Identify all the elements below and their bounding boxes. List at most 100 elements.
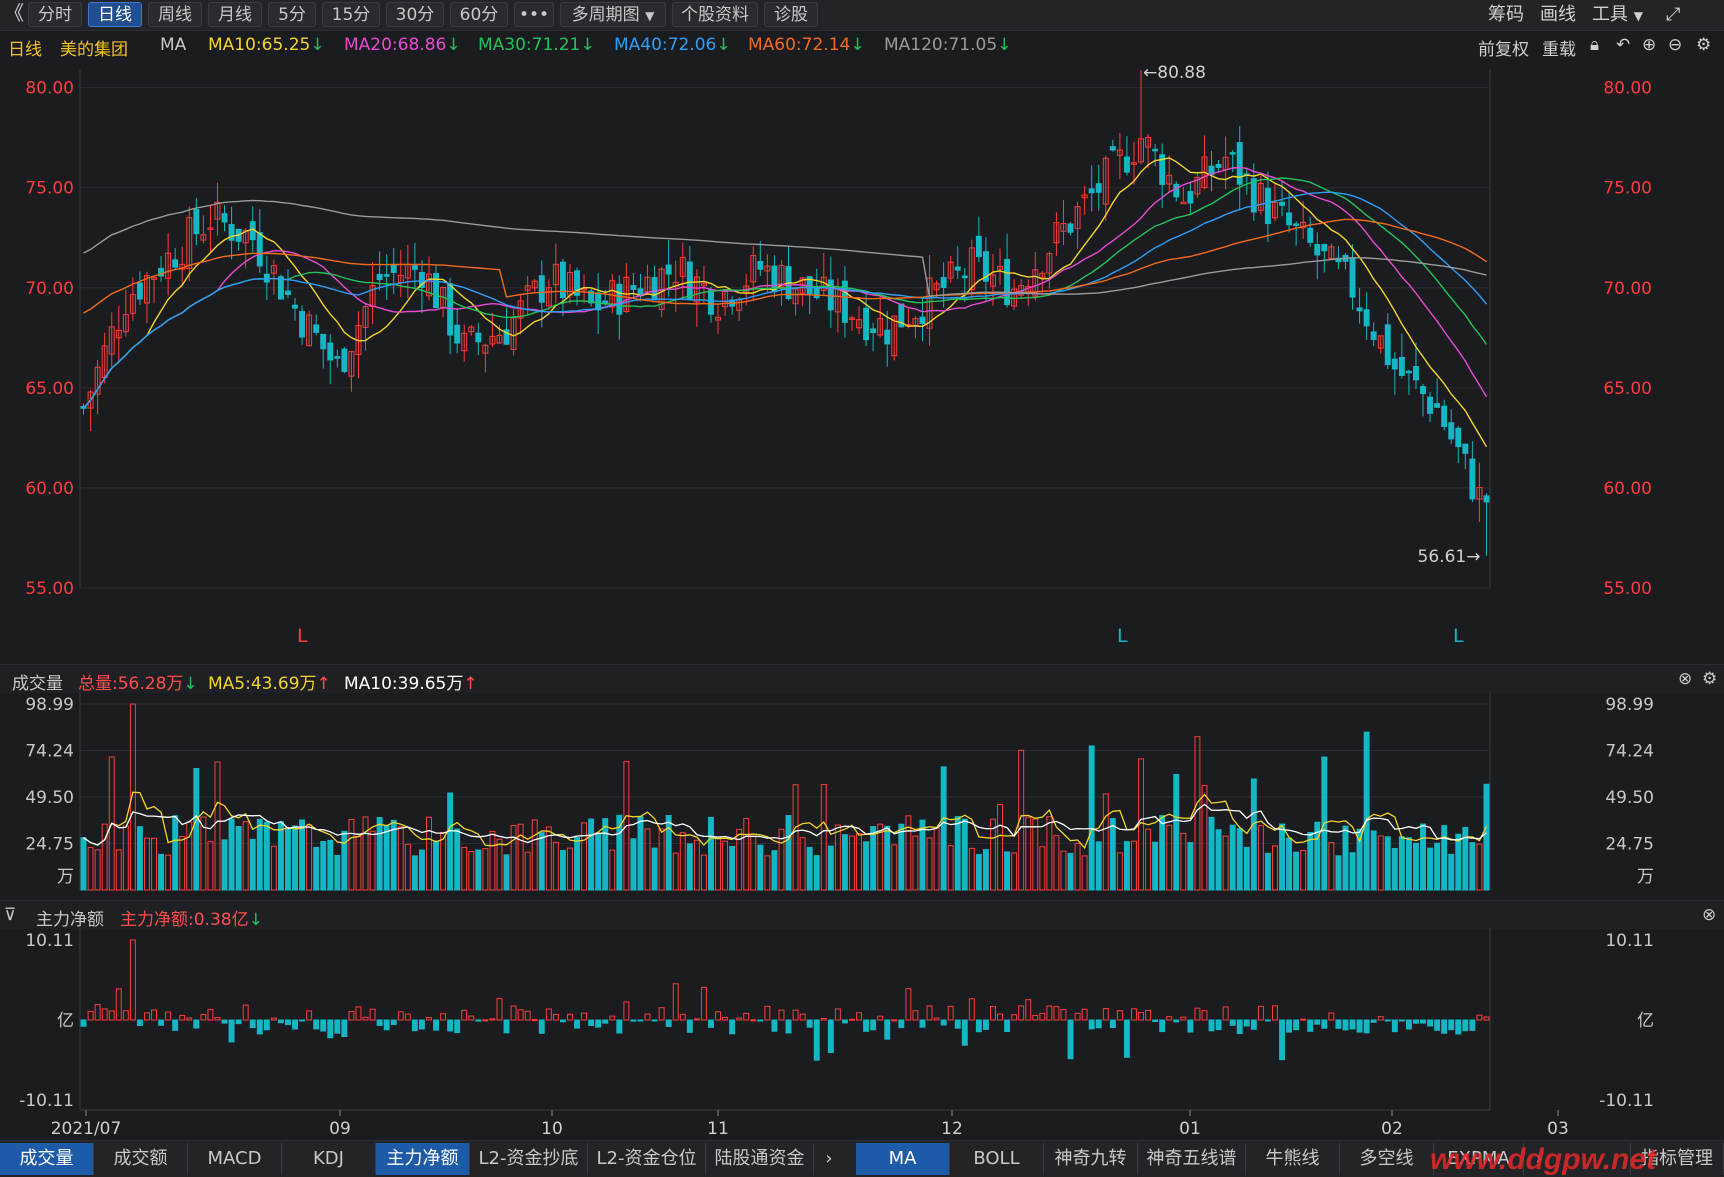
period-daily[interactable]: 日线 bbox=[88, 2, 142, 27]
volume-bar-chart[interactable]: 98.99 98.99 74.24 74.24 49.50 49.50 24.75 24.75… bbox=[0, 692, 1724, 900]
tab-ma[interactable]: MA bbox=[856, 1143, 950, 1175]
volume-bar bbox=[510, 824, 517, 891]
zoom-in-icon[interactable]: ⊕ bbox=[1642, 35, 1657, 55]
candle-body bbox=[1272, 201, 1278, 219]
tab-magic-nine[interactable]: 神奇九转 bbox=[1044, 1143, 1138, 1175]
stock-name: 美的集团 bbox=[60, 40, 128, 60]
net-flow-bar bbox=[122, 1010, 129, 1021]
tab-main-flow[interactable]: 主力净额 bbox=[376, 1143, 470, 1175]
period-5min[interactable]: 5分 bbox=[268, 2, 316, 27]
net-flow-bar bbox=[637, 1019, 644, 1022]
volume-bar bbox=[602, 818, 609, 891]
tab-volume[interactable]: 成交量 bbox=[0, 1143, 94, 1175]
tab-l2-bottom[interactable]: L2-资金抄底 bbox=[470, 1143, 588, 1175]
ma20-value: MA20:68.86 bbox=[344, 35, 447, 55]
chevron-right-icon[interactable]: › bbox=[1535, 1148, 1543, 1169]
x-tick-label: 01 bbox=[1179, 1119, 1201, 1139]
x-tick-label: 02 bbox=[1381, 1119, 1403, 1139]
net-flow-bar bbox=[1159, 1019, 1166, 1033]
tab-boll[interactable]: BOLL bbox=[950, 1143, 1044, 1175]
settings-gear-icon[interactable]: ⚙ bbox=[1696, 35, 1712, 55]
net-flow-bar bbox=[383, 1019, 390, 1031]
period-monthly[interactable]: 月线 bbox=[208, 2, 262, 27]
tab-kdj[interactable]: KDJ bbox=[282, 1143, 376, 1175]
volume-bar bbox=[101, 823, 108, 891]
zoom-out-icon[interactable]: ⊖ bbox=[1668, 35, 1683, 55]
period-weekly[interactable]: 周线 bbox=[148, 2, 202, 27]
volume-bar bbox=[693, 839, 700, 891]
candle-body bbox=[961, 275, 968, 279]
volume-bar bbox=[531, 819, 538, 891]
ma-legend-bar: 日线 美的集团 MA MA10:65.25↓ MA20:68.86↓ MA30:… bbox=[0, 31, 1724, 60]
indicator-name[interactable]: MA bbox=[160, 35, 187, 55]
tab-magic-five[interactable]: 神奇五线谱 bbox=[1138, 1143, 1246, 1175]
multi-period-dropdown[interactable]: 多周期图 ▼ bbox=[560, 2, 666, 27]
tab-long-short[interactable]: 多空线 bbox=[1340, 1143, 1434, 1175]
settings-gear-icon[interactable]: ⚙ bbox=[1702, 669, 1718, 689]
net-flow-bar bbox=[722, 1016, 729, 1021]
reload-button[interactable]: 重载 bbox=[1542, 40, 1576, 60]
collapse-icon[interactable]: ⊽ bbox=[4, 905, 17, 925]
chips-button[interactable]: 筹码 bbox=[1488, 4, 1524, 25]
tab-northbound[interactable]: 陆股通资金 bbox=[706, 1143, 814, 1175]
volume-bar bbox=[115, 849, 122, 891]
candle-body bbox=[954, 266, 961, 271]
volume-bar bbox=[764, 855, 771, 891]
unit-label-right: 亿 bbox=[1637, 1011, 1654, 1031]
net-flow-bar bbox=[179, 1014, 186, 1021]
net-flow-bar bbox=[1300, 1018, 1307, 1021]
volume-bar bbox=[545, 826, 552, 891]
volume-ma10: MA10:39.65万↑ bbox=[344, 669, 478, 694]
period-30min[interactable]: 30分 bbox=[386, 2, 444, 27]
candle-body bbox=[200, 234, 207, 241]
main-capital-flow-chart[interactable]: 10.11 -10.11 10.11 -10.11 亿 亿 2021/07 09 10 11 12 0… bbox=[0, 928, 1724, 1140]
tab-l2-position[interactable]: L2-资金仓位 bbox=[588, 1143, 706, 1175]
volume-bar bbox=[292, 825, 298, 891]
candle-body bbox=[531, 280, 538, 289]
tab-expma[interactable]: EXPMA bbox=[1434, 1143, 1524, 1175]
period-60min[interactable]: 60分 bbox=[450, 2, 508, 27]
net-flow-bar bbox=[369, 1008, 376, 1021]
tab-turnover[interactable]: 成交额 bbox=[94, 1143, 188, 1175]
volume-bar bbox=[454, 828, 461, 891]
net-flow-bar bbox=[1088, 1019, 1095, 1030]
net-flow-bar bbox=[1116, 1010, 1123, 1021]
net-flow-bar bbox=[418, 1019, 425, 1030]
period-15min[interactable]: 15分 bbox=[322, 2, 380, 27]
volume-bar bbox=[1152, 841, 1159, 891]
stock-info-button[interactable]: 个股资料 bbox=[672, 2, 758, 27]
tab-bull-bear[interactable]: 牛熊线 bbox=[1246, 1143, 1340, 1175]
net-flow-bar bbox=[933, 1017, 940, 1021]
net-flow-bar bbox=[108, 1010, 115, 1021]
undo-icon[interactable]: ↶ bbox=[1616, 35, 1631, 55]
more-periods-button[interactable]: ••• bbox=[514, 2, 554, 27]
double-chevron-left-icon[interactable]: 《 bbox=[4, 1, 24, 25]
arrow-down-icon: ↓ bbox=[248, 910, 263, 930]
price-adjust-button[interactable]: 前复权 bbox=[1478, 40, 1529, 60]
price-candlestick-chart[interactable]: 80.00 80.00 75.00 75.00 70.00 70.00 65.00 65.00… bbox=[0, 60, 1724, 664]
candle-body bbox=[461, 332, 468, 352]
lock-icon[interactable]: 🔒︎ bbox=[1590, 35, 1600, 55]
y-tick-label-right: 80.00 bbox=[1603, 79, 1652, 99]
volume-bar bbox=[1286, 837, 1293, 891]
volume-bar bbox=[397, 826, 404, 891]
candle-body bbox=[1462, 443, 1469, 454]
fullscreen-icon[interactable]: ⤢ bbox=[1666, 4, 1681, 25]
draw-line-button[interactable]: 画线 bbox=[1540, 4, 1576, 25]
close-panel-icon[interactable]: ⊗ bbox=[1678, 669, 1693, 689]
y-tick-label-right: 55.00 bbox=[1603, 579, 1652, 599]
candle-body bbox=[841, 280, 848, 323]
period-intraday[interactable]: 分时 bbox=[28, 2, 82, 27]
tab-macd[interactable]: MACD bbox=[188, 1143, 282, 1175]
volume-bar bbox=[151, 837, 157, 891]
arrow-down-icon: ↓ bbox=[997, 35, 1012, 55]
close-panel-icon[interactable]: ⊗ bbox=[1702, 905, 1717, 925]
tools-dropdown[interactable]: 工具 ▼ bbox=[1592, 2, 1643, 27]
volume-bar bbox=[954, 816, 961, 891]
diagnose-button[interactable]: 诊股 bbox=[764, 2, 818, 27]
net-flow-bar bbox=[559, 1019, 566, 1023]
chevron-right-icon[interactable]: › bbox=[825, 1148, 833, 1169]
arrow-down-icon: ↓ bbox=[850, 35, 865, 55]
candle-body bbox=[1483, 495, 1490, 503]
volume-bar bbox=[334, 854, 341, 891]
